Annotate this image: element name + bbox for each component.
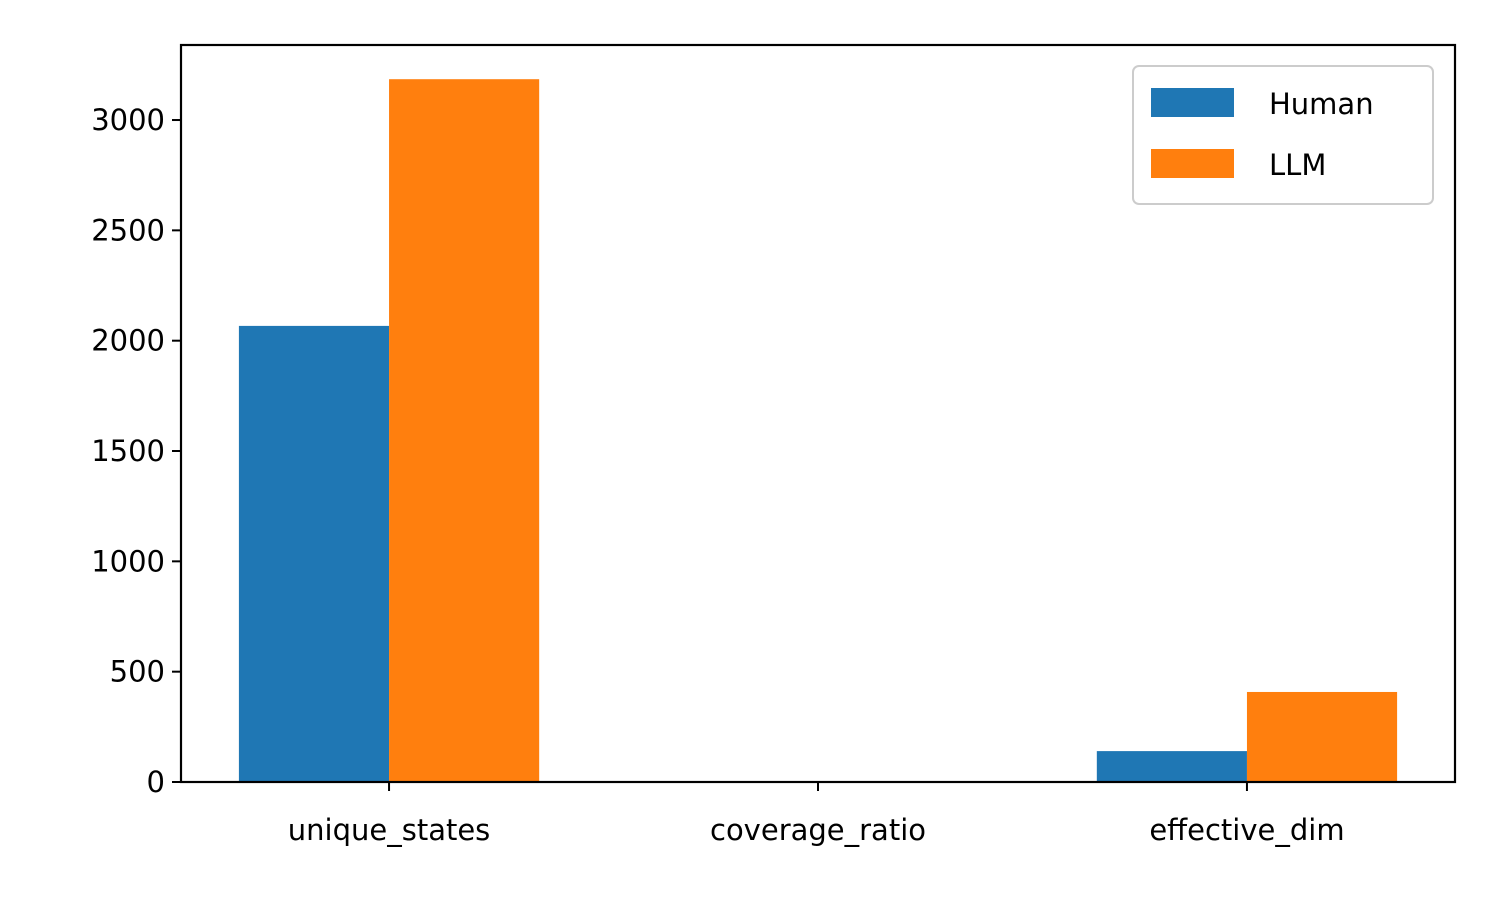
- y-tick-label: 500: [110, 655, 165, 689]
- x-tick-label-effective_dim: effective_dim: [1149, 813, 1344, 847]
- legend-label-llm: LLM: [1269, 148, 1326, 182]
- x-tick-label-unique_states: unique_states: [288, 813, 491, 847]
- bars-group: [238, 79, 1398, 783]
- bar-human-effective_dim: [1096, 751, 1247, 782]
- bar-llm-unique_states: [389, 79, 540, 783]
- y-axis: 0 500 1000 1500 2000 2500 3000: [91, 103, 181, 799]
- y-tick-label: 0: [147, 765, 165, 799]
- y-tick-label: 1500: [91, 434, 165, 468]
- legend: Human LLM: [1132, 65, 1434, 205]
- legend-swatch-llm: [1151, 149, 1234, 178]
- bar-human-unique_states: [238, 325, 390, 782]
- x-axis: unique_states coverage_ratio effective_dim: [288, 782, 1345, 847]
- legend-swatch-human: [1151, 88, 1234, 117]
- y-tick-label: 2500: [91, 213, 165, 247]
- y-tick-label: 3000: [91, 103, 165, 137]
- x-tick-label-coverage_ratio: coverage_ratio: [710, 813, 926, 847]
- bar-llm-effective_dim: [1246, 691, 1398, 782]
- plot-frame: [179, 43, 1457, 784]
- y-tick-label: 1000: [91, 544, 165, 578]
- y-tick-label: 2000: [91, 324, 165, 358]
- legend-label-human: Human: [1269, 87, 1374, 121]
